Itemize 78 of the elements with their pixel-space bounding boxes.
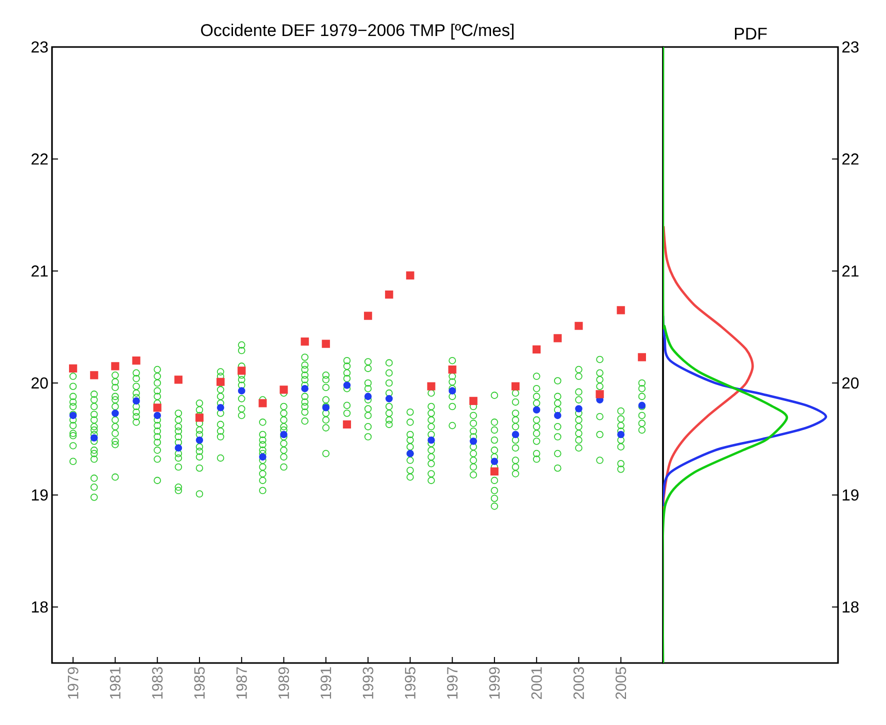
point	[343, 382, 351, 389]
point	[532, 406, 540, 414]
point	[364, 392, 372, 400]
point	[638, 353, 646, 362]
point	[90, 434, 98, 442]
point	[428, 436, 435, 444]
point	[554, 412, 562, 420]
y-tick-label: 20	[842, 377, 859, 389]
point	[238, 366, 246, 375]
point	[301, 384, 308, 392]
x-tick-label: 2005	[616, 667, 626, 700]
point	[111, 362, 120, 370]
point	[342, 420, 352, 428]
point	[364, 312, 372, 320]
x-tick-label: 2001	[531, 667, 542, 700]
point	[427, 382, 436, 390]
point	[132, 397, 140, 405]
point	[195, 414, 204, 422]
point	[322, 340, 330, 348]
chart-title: Occidente DEF 1979−2006 TMP [ºC/mes]	[201, 24, 514, 40]
y-tick-label: 23	[32, 41, 48, 53]
point	[174, 444, 182, 452]
x-tick-label: 1991	[320, 667, 332, 699]
point	[448, 366, 456, 374]
point	[196, 436, 204, 444]
point	[153, 404, 162, 412]
point	[112, 410, 119, 417]
y-tick-label: 20	[32, 377, 48, 389]
y-tick-label: 23	[842, 41, 859, 53]
x-tick-label: 1985	[194, 667, 205, 699]
point	[132, 356, 140, 365]
y-tick-label: 22	[842, 153, 858, 165]
point	[469, 396, 478, 405]
point	[490, 458, 498, 466]
point	[448, 387, 456, 394]
point	[280, 386, 288, 394]
point	[470, 438, 478, 445]
x-tick-label: 1987	[236, 667, 247, 699]
x-tick-label: 1995	[404, 667, 416, 699]
point	[512, 430, 520, 438]
y-tick-label: 19	[32, 489, 48, 501]
x-tick-label: 1997	[447, 667, 458, 699]
point	[258, 399, 267, 408]
y-tick-label: 22	[32, 153, 48, 165]
point	[596, 390, 604, 398]
y-tick-label: 19	[842, 489, 858, 501]
x-tick-label: 1999	[489, 667, 500, 699]
point	[490, 467, 499, 476]
point	[280, 430, 288, 438]
point	[174, 376, 182, 384]
x-tick-label: 1983	[152, 667, 163, 699]
point	[238, 387, 246, 394]
point	[385, 395, 393, 402]
point	[90, 371, 98, 380]
point	[575, 405, 582, 412]
x-tick-label: 1989	[278, 667, 290, 699]
point	[154, 412, 161, 420]
x-tick-label: 1981	[110, 667, 120, 699]
x-tick-label: 2003	[573, 667, 584, 700]
point	[617, 430, 625, 438]
y-tick-label: 21	[32, 265, 48, 277]
point	[406, 271, 414, 280]
point	[385, 290, 394, 299]
y-tick-label: 18	[842, 601, 859, 613]
point	[259, 453, 266, 461]
chart-title: PDF	[734, 28, 767, 40]
point	[616, 306, 625, 314]
y-tick-label: 18	[32, 601, 48, 613]
point	[532, 345, 541, 354]
point	[554, 334, 562, 342]
y-tick-label: 21	[842, 265, 858, 277]
point	[574, 322, 583, 330]
x-tick-label: 1979	[68, 667, 78, 699]
point	[216, 404, 224, 412]
point	[511, 382, 520, 390]
point	[300, 338, 309, 346]
x-tick-label: 1993	[362, 667, 374, 699]
point	[69, 364, 78, 372]
